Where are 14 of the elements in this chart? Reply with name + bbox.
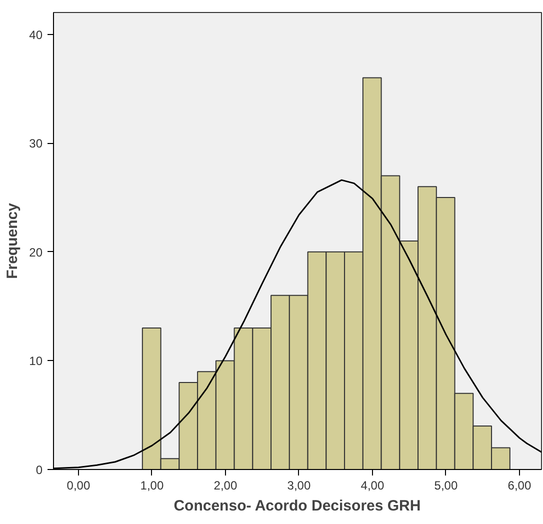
x-tick-label: 4,00	[360, 478, 384, 492]
y-tick-label: 30	[29, 136, 43, 151]
y-tick-label: 10	[29, 354, 43, 368]
x-tick-label: 3,00	[287, 478, 311, 492]
x-tick-label: 1,00	[140, 478, 164, 492]
y-axis-title: Frequency	[4, 202, 22, 279]
x-tick-label: 6,00	[508, 478, 532, 492]
x-tick-label: 0,00	[66, 478, 90, 492]
x-tick-label: 5,00	[434, 478, 458, 492]
y-tick-label: 0	[36, 463, 43, 477]
x-axis-title: Concenso- Acordo Decisores GRH	[174, 498, 421, 514]
y-tick-label: 20	[29, 245, 43, 260]
y-tick-label: 40	[29, 28, 43, 42]
x-tick-label: 2,00	[214, 478, 238, 492]
